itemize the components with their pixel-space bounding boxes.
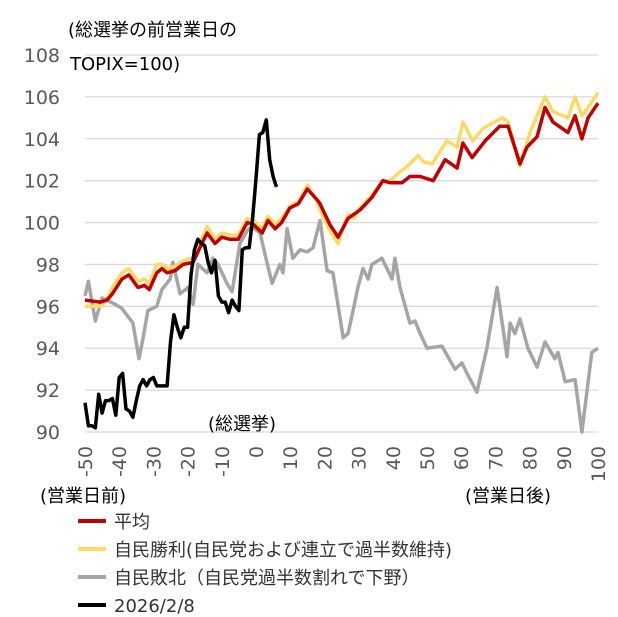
- x-tick-label: 90: [554, 446, 576, 470]
- x-label-before: (営業日前): [40, 486, 126, 507]
- x-tick-label: 50: [417, 446, 439, 470]
- series-line-2: [83, 218, 599, 434]
- x-tick-labels: -50 -40 -30 -20 -10 0 10 20 30 40 50 60 70 80 90 100: [75, 446, 610, 482]
- series-line-1: [85, 91, 600, 309]
- x-tick-label: -30: [143, 446, 165, 477]
- y-tick-label: 102: [24, 171, 60, 193]
- y-tick-label: 104: [24, 129, 60, 151]
- series-line-0: [84, 102, 600, 304]
- series-lines: [83, 91, 600, 434]
- legend-label-average: 平均: [114, 512, 150, 533]
- x-tick-label: -40: [109, 446, 131, 477]
- x-tick-label: 30: [349, 446, 371, 470]
- series-line-3: [83, 118, 279, 430]
- x-tick-label: 100: [588, 446, 610, 482]
- y-tick-label: 96: [36, 296, 60, 318]
- election-annotation: (総選挙): [208, 414, 276, 435]
- gridlines: [85, 54, 598, 433]
- x-tick-label: 70: [485, 446, 507, 470]
- y-tick-label: 92: [36, 380, 60, 402]
- x-tick-label: -20: [178, 446, 200, 477]
- y-tick-labels: 90 92 94 96 98 100 102 104 106 108: [24, 45, 60, 444]
- y-tick-label: 94: [36, 338, 60, 360]
- legend-label-ldp-loss: 自民敗北（自民党過半数割れで下野）: [114, 568, 419, 589]
- y-axis-label-line2: TOPIX=100): [69, 54, 180, 75]
- y-tick-label: 106: [24, 87, 60, 109]
- x-tick-label: -10: [212, 446, 234, 477]
- x-tick-label: 60: [451, 446, 473, 470]
- x-tick-label: 10: [280, 446, 302, 470]
- x-label-after: (営業日後): [465, 486, 551, 507]
- x-tick-label: 80: [520, 446, 542, 470]
- x-tick-label: 0: [246, 446, 268, 458]
- x-tick-label: -50: [75, 446, 97, 477]
- x-tick-label: 20: [314, 446, 336, 470]
- y-axis-label-line1: (総選挙の前営業日の: [68, 20, 237, 41]
- y-tick-label: 108: [24, 45, 60, 67]
- legend-label-2026: 2026/2/8: [114, 596, 195, 617]
- y-tick-label: 90: [36, 422, 60, 444]
- legend-label-ldp-win: 自民勝利(自民党および連立で過半数維持): [114, 540, 452, 561]
- y-tick-label: 100: [24, 213, 60, 235]
- x-tick-label: 40: [383, 446, 405, 470]
- legend: 平均 自民勝利(自民党および連立で過半数維持) 自民敗北（自民党過半数割れで下野…: [78, 512, 452, 617]
- y-tick-label: 98: [36, 254, 60, 276]
